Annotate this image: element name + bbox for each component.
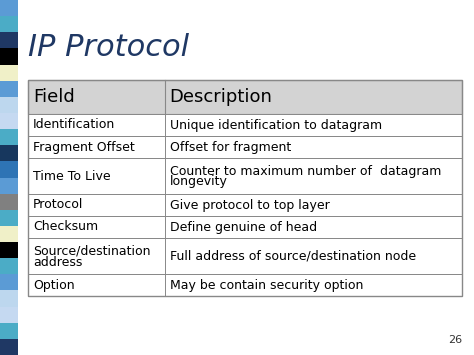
- Bar: [28, 114, 462, 136]
- Text: Field: Field: [33, 88, 75, 106]
- Text: Fragment Offset: Fragment Offset: [33, 141, 135, 153]
- Text: Description: Description: [170, 88, 273, 106]
- Text: Counter to maximum number of  datagram: Counter to maximum number of datagram: [170, 164, 441, 178]
- Bar: [28, 136, 462, 158]
- Bar: [28, 274, 462, 296]
- Bar: [0, 210, 18, 226]
- Text: Identification: Identification: [33, 119, 115, 131]
- Text: Unique identification to datagram: Unique identification to datagram: [170, 119, 382, 131]
- Bar: [28, 80, 462, 114]
- Bar: [0, 0, 18, 16]
- Bar: [0, 290, 18, 307]
- Text: Offset for fragment: Offset for fragment: [170, 141, 291, 153]
- Text: Protocol: Protocol: [33, 198, 83, 212]
- Text: Time To Live: Time To Live: [33, 169, 110, 182]
- Bar: [0, 113, 18, 129]
- Text: Source/destination: Source/destination: [33, 245, 151, 257]
- Bar: [0, 162, 18, 178]
- Text: Option: Option: [33, 279, 74, 291]
- Text: Checksum: Checksum: [33, 220, 98, 234]
- Bar: [28, 80, 462, 296]
- Bar: [0, 307, 18, 323]
- Bar: [0, 193, 18, 210]
- Text: longevity: longevity: [170, 175, 228, 189]
- Bar: [0, 16, 18, 32]
- Bar: [0, 339, 18, 355]
- Text: Full address of source/destination node: Full address of source/destination node: [170, 250, 416, 262]
- Text: 26: 26: [448, 335, 462, 345]
- Bar: [28, 194, 462, 216]
- Text: Give protocol to top layer: Give protocol to top layer: [170, 198, 329, 212]
- Bar: [0, 32, 18, 48]
- Bar: [0, 97, 18, 113]
- Text: May be contain security option: May be contain security option: [170, 279, 363, 291]
- Bar: [28, 158, 462, 194]
- Bar: [0, 323, 18, 339]
- Bar: [28, 238, 462, 274]
- Text: address: address: [33, 256, 82, 268]
- Bar: [0, 65, 18, 81]
- Bar: [0, 145, 18, 162]
- Bar: [0, 129, 18, 145]
- Text: IP Protocol: IP Protocol: [28, 33, 189, 61]
- Bar: [28, 216, 462, 238]
- Bar: [0, 242, 18, 258]
- Bar: [0, 274, 18, 290]
- Bar: [0, 258, 18, 274]
- Bar: [0, 226, 18, 242]
- Bar: [0, 48, 18, 65]
- Bar: [0, 178, 18, 193]
- Bar: [0, 81, 18, 97]
- Text: Define genuine of head: Define genuine of head: [170, 220, 317, 234]
